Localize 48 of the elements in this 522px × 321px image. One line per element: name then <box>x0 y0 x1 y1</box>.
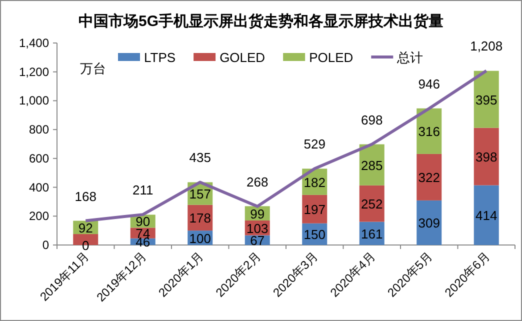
y-tick-label: 600 <box>28 151 50 166</box>
legend-label: LTPS <box>144 50 176 65</box>
bar <box>416 200 442 245</box>
data-label: 90 <box>136 214 150 230</box>
data-label: 268 <box>246 174 268 190</box>
data-label: 398 <box>476 150 498 165</box>
data-label: 414 <box>476 208 498 224</box>
data-label: 67 <box>250 233 265 248</box>
data-label: 316 <box>418 124 440 140</box>
legend-label: POLED <box>309 50 354 65</box>
data-label: 529 <box>304 136 326 152</box>
data-label: 1,208 <box>470 38 503 54</box>
data-label: 178 <box>189 210 211 226</box>
data-label: 182 <box>304 174 326 190</box>
data-label: 150 <box>304 227 326 242</box>
y-tick-label: 0 <box>42 238 50 252</box>
y-tick-label: 800 <box>28 122 50 137</box>
data-label: 698 <box>361 112 383 128</box>
data-label: 252 <box>361 196 383 212</box>
data-label: 157 <box>189 186 211 202</box>
y-tick-label: 1,000 <box>18 94 50 108</box>
data-label: 99 <box>250 206 265 222</box>
data-label: 211 <box>132 182 154 198</box>
data-label: 285 <box>361 158 383 173</box>
y-axis-title: 万台 <box>80 61 106 76</box>
bar <box>416 154 442 200</box>
data-label: 395 <box>476 92 498 108</box>
data-label: 435 <box>189 150 211 166</box>
data-label: 103 <box>246 220 268 236</box>
chart-title: 中国市场5G手机显示屏出货走势和各显示屏技术出货量 <box>78 12 444 30</box>
y-tick-label: 1,400 <box>18 36 50 50</box>
bar <box>359 185 384 222</box>
y-tick-label: 200 <box>28 209 50 224</box>
bar <box>474 185 499 245</box>
data-label: 946 <box>418 76 440 92</box>
data-label: 197 <box>304 202 326 218</box>
data-label: 309 <box>418 216 440 231</box>
legend-label: GOLED <box>220 50 266 65</box>
bar <box>474 128 499 186</box>
y-tick-label: 1,200 <box>18 64 50 79</box>
y-tick-label: 400 <box>28 180 50 194</box>
data-label: 322 <box>418 170 440 186</box>
legend-label: 总计 <box>396 50 424 65</box>
data-label: 92 <box>78 220 93 236</box>
bar <box>474 70 499 128</box>
data-label: 100 <box>189 230 211 246</box>
data-label: 161 <box>361 226 383 242</box>
data-label: 168 <box>74 188 96 204</box>
